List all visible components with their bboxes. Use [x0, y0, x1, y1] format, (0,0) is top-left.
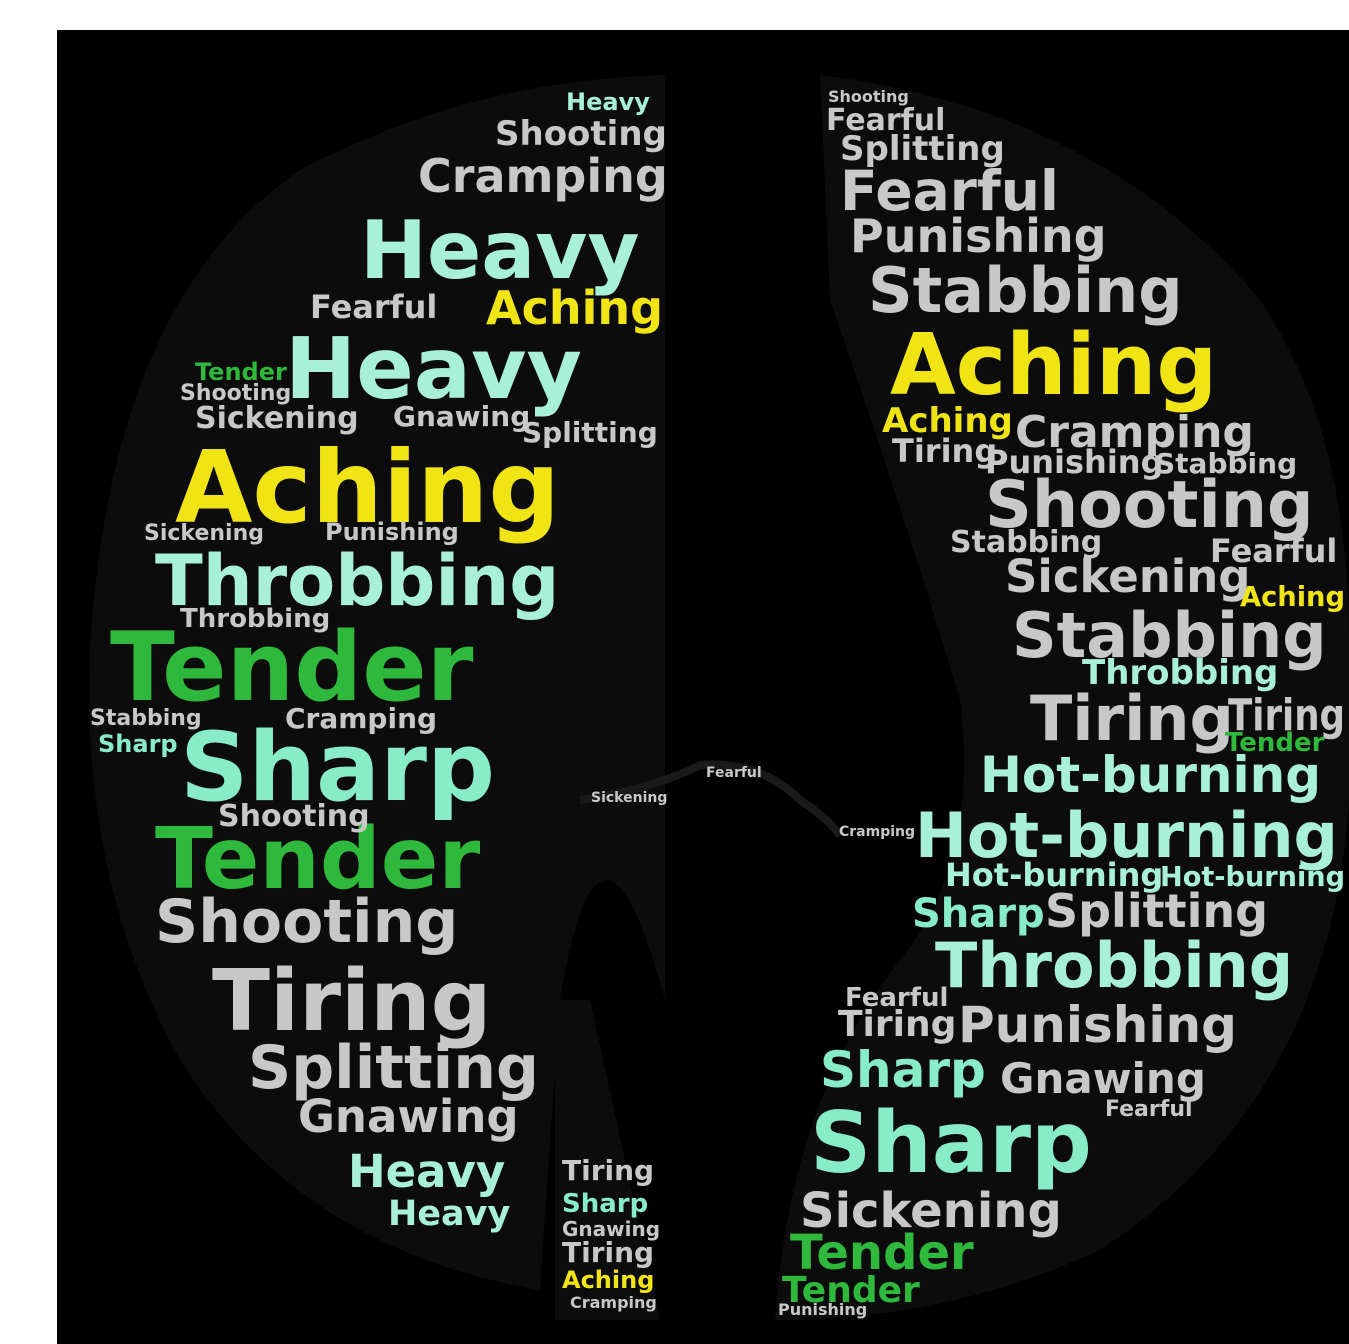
word: Heavy [388, 1194, 510, 1234]
word: Punishing [958, 996, 1237, 1054]
word: Tiring [838, 1004, 956, 1045]
word: Shooting [155, 887, 458, 957]
word: Tiring [892, 432, 997, 470]
word: Stabbing [90, 706, 202, 731]
word: Aching [562, 1266, 654, 1294]
word: Shooting [180, 381, 291, 406]
word: Sickening [144, 521, 264, 546]
word: Cramping [570, 1293, 657, 1312]
word: Cramping [285, 702, 437, 735]
word: Shooting [495, 114, 667, 154]
word: Sharp [98, 730, 178, 758]
word: Tiring [562, 1236, 654, 1269]
word: Punishing [778, 1300, 867, 1319]
word: Tiring [562, 1154, 654, 1187]
word-cloud: HeavyShootingCrampingHeavyAchingFearfulH… [0, 0, 1349, 1344]
word: Heavy [348, 1145, 505, 1198]
word: Throbbing [935, 929, 1293, 1002]
word: Sickening [591, 790, 667, 806]
word: Punishing [325, 518, 459, 546]
page: HeavyShootingCrampingHeavyAchingFearfulH… [0, 0, 1349, 1344]
word: Heavy [566, 88, 650, 116]
word: Sharp [810, 1094, 1092, 1193]
word: Fearful [1105, 1097, 1193, 1122]
word: Cramping [418, 149, 668, 203]
word: Cramping [839, 824, 915, 840]
word: Hot-burning [980, 746, 1321, 804]
word: Shooting [218, 799, 370, 834]
word: Sharp [562, 1189, 648, 1219]
word: Sharp [820, 1041, 986, 1099]
word: Throbbing [180, 604, 330, 634]
word: Fearful [706, 765, 762, 781]
word: Gnawing [298, 1090, 519, 1143]
word: Sickening [1005, 550, 1250, 603]
word: Tiring [1030, 682, 1234, 755]
